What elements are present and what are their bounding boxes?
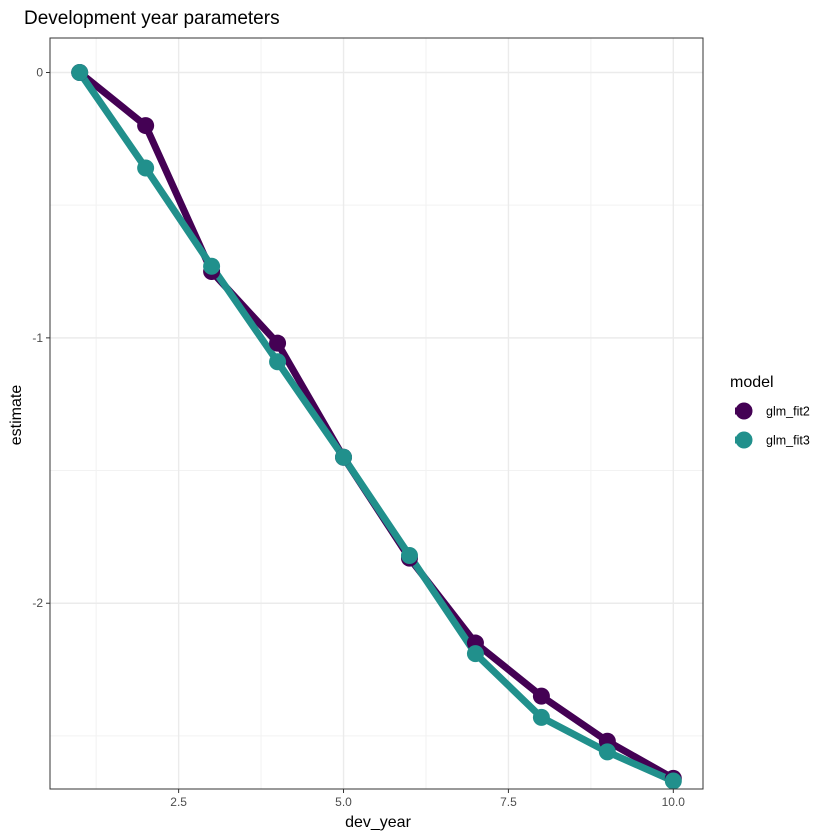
y-tick-label: 0	[36, 65, 43, 79]
x-tick-label: 10.0	[662, 795, 686, 809]
data-point-glm_fit3	[203, 257, 221, 275]
chart-title: Development year parameters	[24, 8, 280, 29]
plot-panel	[50, 38, 703, 789]
legend-label-glm_fit3: glm_fit3	[766, 434, 810, 448]
data-marks	[71, 63, 682, 790]
legend: model glm_fit2 glm_fit3	[730, 374, 810, 449]
data-point-glm_fit2	[269, 334, 287, 352]
data-point-glm_fit2	[532, 687, 550, 705]
panel-border	[49, 37, 704, 790]
legend-label-glm_fit2: glm_fit2	[766, 405, 810, 419]
axes: 2.5 5.0 7.5 10.0 0 -1 -2	[32, 37, 704, 809]
x-tick-label: 5.0	[335, 795, 352, 809]
legend-title: model	[730, 374, 774, 391]
y-tick-label: -1	[32, 331, 43, 345]
y-tick-label: -2	[32, 596, 43, 610]
data-point-glm_fit3	[598, 743, 616, 761]
x-tick-label: 7.5	[500, 795, 517, 809]
data-point-glm_fit3	[71, 63, 89, 81]
x-axis-title: dev_year	[345, 814, 411, 831]
data-point-glm_fit3	[335, 448, 353, 466]
data-point-glm_fit3	[269, 353, 287, 371]
data-point-glm_fit3	[400, 546, 418, 564]
series-line-glm_fit3	[76, 69, 677, 785]
legend-key-point-glm_fit3	[735, 431, 753, 449]
legend-key-point-glm_fit2	[735, 402, 753, 420]
x-tick-label: 2.5	[170, 795, 187, 809]
data-point-glm_fit3	[137, 159, 155, 177]
data-point-glm_fit3	[664, 772, 682, 790]
y-axis-title: estimate	[8, 385, 25, 446]
data-point-glm_fit2	[137, 117, 155, 135]
data-point-glm_fit3	[466, 645, 484, 663]
data-point-glm_fit3	[532, 708, 550, 726]
